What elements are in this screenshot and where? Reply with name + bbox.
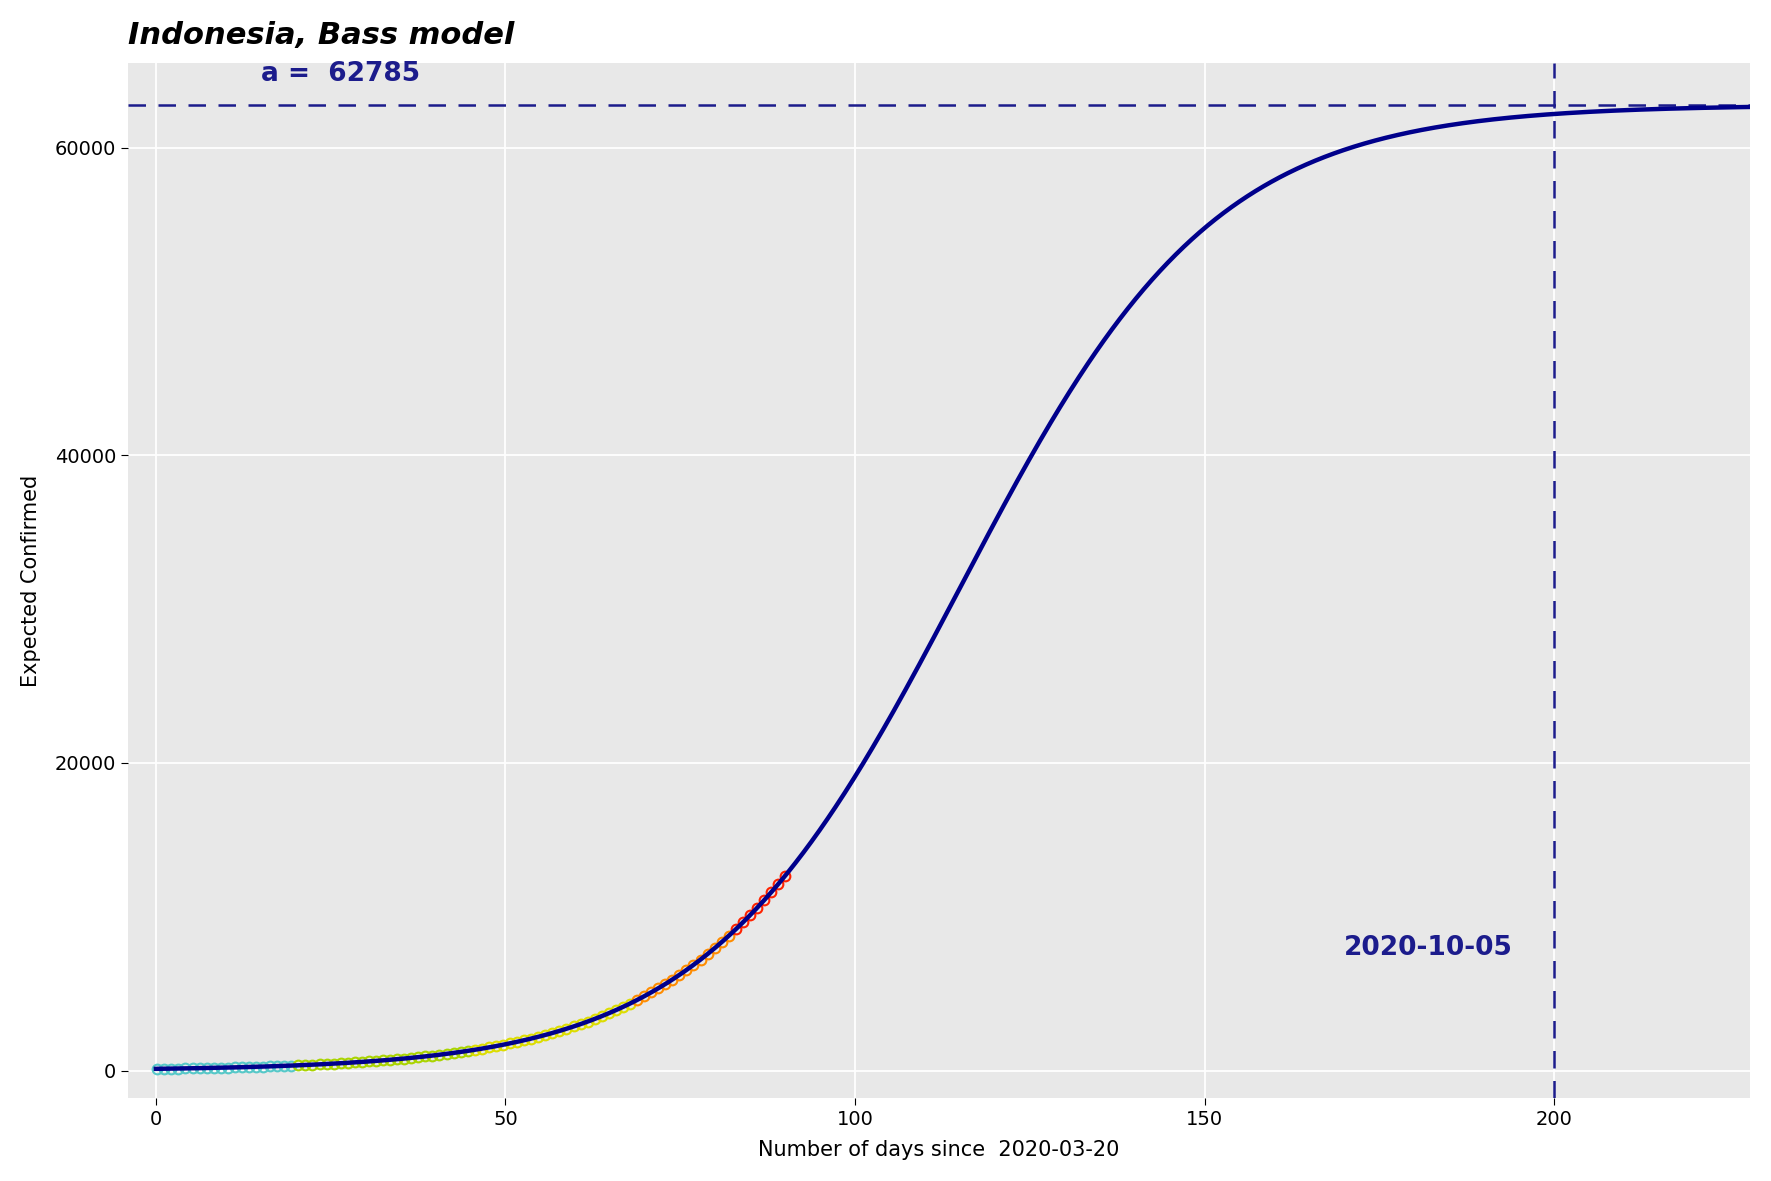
Y-axis label: Expected Confirmed: Expected Confirmed bbox=[21, 475, 41, 687]
Text: a =  62785: a = 62785 bbox=[260, 60, 420, 86]
X-axis label: Number of days since  2020-03-20: Number of days since 2020-03-20 bbox=[758, 1140, 1119, 1160]
Text: 2020-10-05: 2020-10-05 bbox=[1344, 935, 1512, 961]
Text: Indonesia, Bass model: Indonesia, Bass model bbox=[128, 21, 514, 50]
